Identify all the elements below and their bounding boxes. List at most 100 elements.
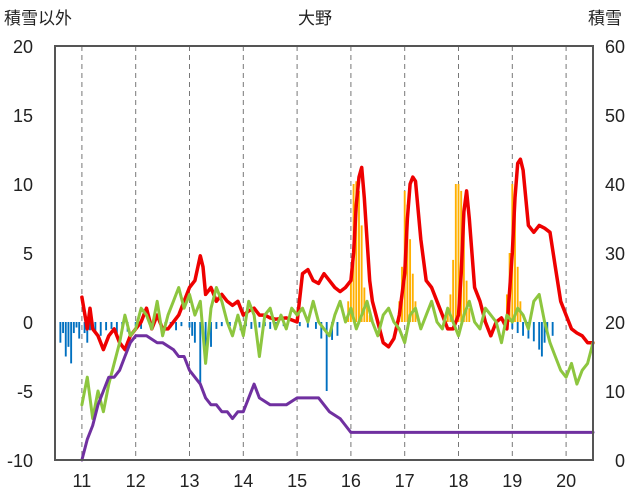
right-axis-title: 積雪 bbox=[588, 9, 622, 29]
bar-mark bbox=[314, 322, 317, 329]
bar-mark bbox=[511, 322, 514, 329]
bar-mark bbox=[360, 225, 363, 322]
y-left-tick-label: 10 bbox=[13, 175, 33, 195]
bar-mark bbox=[105, 322, 108, 331]
bar-mark bbox=[228, 322, 231, 327]
y-left-tick-label: 0 bbox=[23, 313, 33, 333]
bar-mark bbox=[269, 322, 272, 329]
chart-title: 大野 bbox=[298, 9, 332, 29]
bar-mark bbox=[115, 322, 118, 334]
bar-mark bbox=[67, 322, 70, 347]
bar-mark bbox=[325, 322, 328, 391]
bar-mark bbox=[75, 322, 78, 328]
x-tick-label: 19 bbox=[502, 471, 522, 491]
bar-mark bbox=[140, 322, 143, 329]
x-tick-label: 12 bbox=[126, 471, 146, 491]
left-y-tick-labels: 20 15 10 5 0 -5 -10 bbox=[7, 37, 33, 471]
y-right-tick-label: 10 bbox=[605, 382, 625, 402]
bar-mark bbox=[180, 322, 183, 327]
bar-mark bbox=[191, 322, 194, 336]
bar-mark bbox=[446, 308, 449, 322]
x-tick-label: 16 bbox=[341, 471, 361, 491]
left-axis-title: 積雪以外 bbox=[4, 9, 72, 29]
bar-mark bbox=[59, 322, 62, 343]
bar-mark bbox=[355, 181, 358, 322]
bar-mark bbox=[199, 322, 202, 385]
bar-mark bbox=[306, 322, 309, 328]
bar-mark bbox=[468, 308, 471, 322]
bar-mark bbox=[175, 322, 177, 331]
x-tick-label: 14 bbox=[233, 471, 253, 491]
bar-mark bbox=[457, 184, 460, 322]
bar-mark bbox=[64, 322, 67, 357]
y-right-tick-label: 0 bbox=[615, 451, 625, 471]
bar-mark bbox=[99, 322, 102, 336]
bar-mark bbox=[62, 322, 65, 334]
bar-mark bbox=[358, 190, 360, 322]
y-right-tick-label: 30 bbox=[605, 244, 625, 264]
bar-mark bbox=[522, 322, 525, 336]
x-tick-label: 15 bbox=[287, 471, 307, 491]
y-left-tick-label: 5 bbox=[23, 244, 33, 264]
y-left-tick-label: 20 bbox=[13, 37, 33, 57]
bar-mark bbox=[70, 322, 73, 364]
bar-mark bbox=[204, 322, 207, 357]
x-tick-labels: 11 12 13 14 15 16 17 18 19 20 bbox=[73, 471, 577, 491]
bar-mark bbox=[320, 322, 323, 339]
bar-mark bbox=[462, 225, 465, 322]
x-tick-label: 13 bbox=[179, 471, 199, 491]
bar-mark bbox=[409, 239, 412, 322]
bar-mark bbox=[210, 322, 212, 347]
gridlines bbox=[81, 46, 567, 460]
bar-mark bbox=[465, 280, 468, 322]
bar-mark bbox=[406, 204, 409, 322]
bar-mark bbox=[86, 322, 89, 343]
bar-mark bbox=[532, 322, 535, 342]
bar-mark bbox=[411, 273, 414, 322]
bar-mark bbox=[514, 190, 516, 322]
bar-mark bbox=[89, 322, 91, 331]
bar-mark bbox=[551, 322, 554, 336]
x-tick-label: 18 bbox=[448, 471, 468, 491]
bar-mark bbox=[215, 322, 218, 329]
blue-bar-series bbox=[59, 322, 554, 391]
bar-mark bbox=[543, 322, 546, 343]
right-y-tick-labels: 60 50 40 30 20 10 0 bbox=[605, 37, 625, 471]
bar-mark bbox=[368, 315, 371, 322]
bar-mark bbox=[188, 322, 191, 328]
bar-mark bbox=[452, 259, 455, 322]
y-right-tick-label: 60 bbox=[605, 37, 625, 57]
y-left-tick-label: -5 bbox=[17, 382, 33, 402]
x-tick-label: 20 bbox=[556, 471, 576, 491]
y-right-tick-label: 20 bbox=[605, 313, 625, 333]
bar-mark bbox=[220, 322, 223, 327]
bar-mark bbox=[449, 294, 452, 322]
bar-mark bbox=[110, 322, 113, 329]
plot-frame bbox=[54, 45, 594, 461]
bar-mark bbox=[78, 322, 81, 339]
bar-mark bbox=[366, 301, 368, 322]
y-right-tick-label: 40 bbox=[605, 175, 625, 195]
bar-mark bbox=[538, 322, 541, 350]
x-tick-label: 11 bbox=[73, 471, 92, 491]
line-series bbox=[80, 157, 595, 462]
bar-mark bbox=[454, 184, 457, 322]
bar-mark bbox=[349, 273, 352, 322]
y-right-tick-label: 50 bbox=[605, 106, 625, 126]
bar-mark bbox=[298, 322, 301, 327]
series-line-1 bbox=[80, 286, 595, 421]
bar-mark bbox=[72, 322, 75, 334]
bar-mark bbox=[516, 322, 519, 334]
bar-mark bbox=[540, 322, 543, 357]
bar-mark bbox=[516, 266, 519, 322]
bar-mark bbox=[83, 322, 86, 334]
x-tick-label: 17 bbox=[395, 471, 415, 491]
bar-mark bbox=[336, 322, 339, 336]
series-line-0 bbox=[80, 157, 595, 352]
y-left-tick-label: 15 bbox=[13, 106, 33, 126]
series-line-2 bbox=[80, 334, 595, 462]
bar-mark bbox=[250, 322, 253, 329]
bar-mark bbox=[258, 322, 261, 328]
bar-mark bbox=[94, 322, 97, 332]
